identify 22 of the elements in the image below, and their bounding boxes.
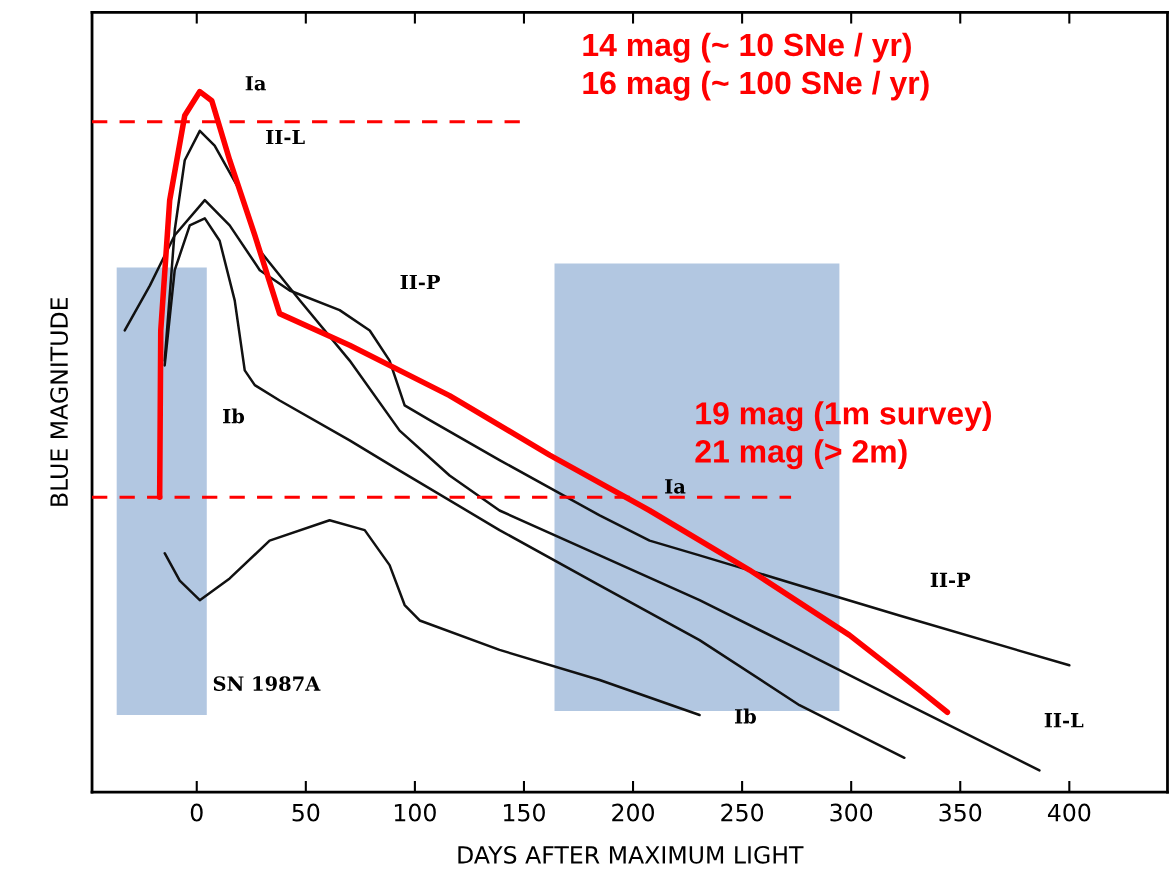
x-tick-label: 100	[394, 803, 436, 822]
x-tick-label: 350	[939, 803, 982, 822]
ref-line-label: 19 mag (1m survey) 21 mag (> 2m)	[695, 401, 991, 470]
x-axis-title: DAYS AFTER MAXIMUM LIGHT	[458, 845, 804, 864]
annotation: Ia	[665, 479, 686, 494]
annotation: II-L	[266, 129, 305, 145]
x-tick-label: 150	[504, 803, 545, 822]
y-axis-title: BLUE MAGNITUDE	[50, 297, 69, 506]
annotation: Ib	[223, 408, 245, 424]
annotation: Ib	[734, 708, 756, 724]
text: Ia	[245, 76, 266, 91]
annotation: SN 1987A	[213, 676, 321, 691]
ref-line-label: 14 mag (~ 10 SNe / yr) 16 mag (~ 100 SNe / yr)	[583, 32, 929, 101]
x-tick-label: 50	[292, 803, 320, 822]
annotation: II-L	[1044, 713, 1084, 728]
x-tick-label: 200	[612, 803, 654, 822]
x-tick-label: 300	[830, 803, 873, 822]
x-tick-label: 400	[1047, 803, 1091, 822]
x-tick-label: 250	[721, 803, 764, 822]
x-tick-label: 0	[190, 803, 203, 822]
annotation: II-P	[930, 572, 971, 587]
annotation: II-P	[400, 274, 441, 290]
